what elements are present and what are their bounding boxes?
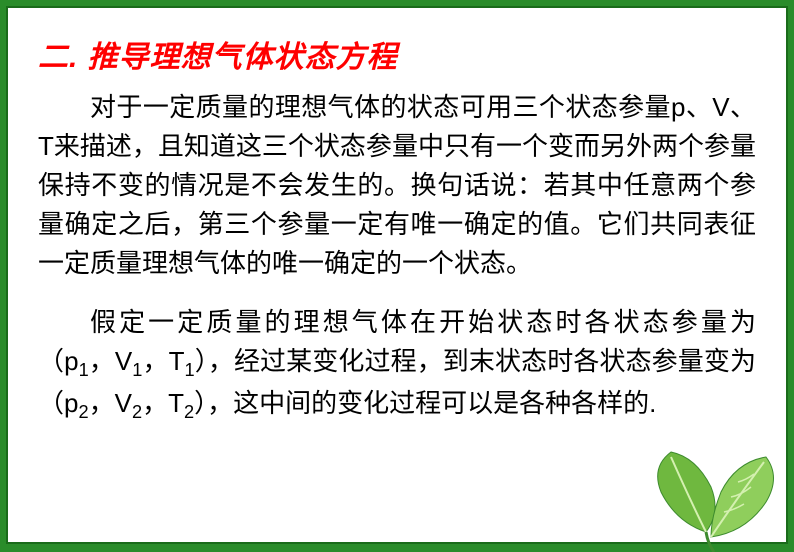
p2-seg-f: ，T [142,388,184,418]
p2-seg-c: ，T [142,346,184,376]
sub-t1: 1 [185,360,195,380]
p2-seg-b: ，V [89,346,133,376]
sub-p2: 2 [78,403,88,423]
sub-v1: 1 [132,360,142,380]
slide-frame: 二. 推导理想气体状态方程 对于一定质量的理想气体的状态可用三个状态参量p、V、… [6,6,788,544]
sub-p1: 1 [79,360,89,380]
paragraph-1: 对于一定质量的理想气体的状态可用三个状态参量p、V、T来描述，且知道这三个状态参… [38,88,756,283]
sub-v2: 2 [132,403,142,423]
leaf-decoration-icon [616,432,794,552]
section-title: 二. 推导理想气体状态方程 [38,32,756,76]
p2-seg-e: ，V [89,388,132,418]
sub-t2: 2 [184,403,194,423]
paragraph-2: 假定一定质量的理想气体在开始状态时各状态参量为（p1，V1，T1），经过某变化过… [38,303,756,427]
p2-seg-g: ），这中间的变化过程可以是各种各样的. [194,388,656,418]
